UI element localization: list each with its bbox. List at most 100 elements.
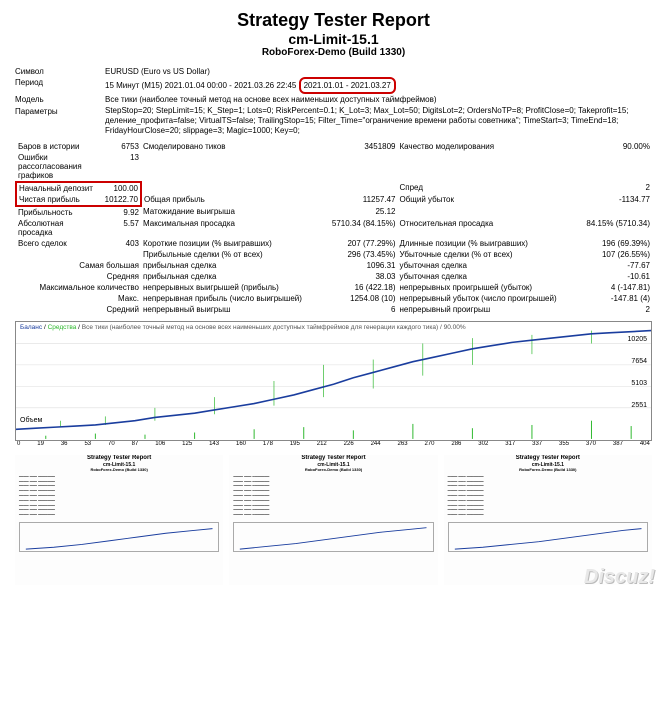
cell: Качество моделирования: [398, 141, 577, 152]
table-row: Баров в истории 6753 Смоделировано тиков…: [16, 141, 652, 152]
chart-svg: [16, 322, 651, 440]
cell: Баров в истории: [16, 141, 96, 152]
cell: 196 (69.39%): [577, 238, 652, 249]
table-row: Прибыльные сделки (% от всех) 296 (73.45…: [16, 249, 652, 260]
period-main: 15 Минут (M15) 2021.01.04 00:00 - 2021.0…: [105, 81, 296, 90]
table-row: Ошибки рассогласования графиков 13: [16, 152, 652, 182]
volume-label: Объем: [20, 417, 42, 424]
table-row: Средняя прибыльная сделка 38.03 убыточна…: [16, 271, 652, 282]
cell: 90.00%: [577, 141, 652, 152]
table-row: Чистая прибыль 10122.70 Общая прибыль 11…: [16, 194, 652, 206]
stats-table: Баров в истории 6753 Смоделировано тиков…: [15, 141, 652, 315]
cell: 84.15% (5710.34): [577, 218, 652, 238]
cell: 2: [577, 182, 652, 194]
thumb-chart: [448, 522, 648, 552]
cell: 6753: [96, 141, 141, 152]
cell: непрерывных проигрышей (убыток): [398, 282, 577, 293]
thumb-chart: [233, 522, 433, 552]
cell: Смоделировано тиков: [141, 141, 322, 152]
equity-line: [16, 330, 651, 429]
deposit-value-highlight: 100.00: [96, 182, 141, 194]
label-model: Модель: [15, 94, 105, 105]
row-period: Период 15 Минут (M15) 2021.01.04 00:00 -…: [15, 77, 652, 94]
cell: Короткие позиции (% выигравших): [141, 238, 322, 249]
thumb-title: Strategy Tester Report: [15, 455, 223, 462]
cell: 403: [96, 238, 141, 249]
report-page: Strategy Tester Report cm-Limit-15.1 Rob…: [0, 0, 667, 595]
thumbnail-report: Strategy Tester Report cm-Limit-15.1 Rob…: [229, 455, 437, 585]
equity-chart: Баланс / Средства / Баланс / Средства / …: [15, 321, 652, 441]
cell: непрерывных выигрышей (прибыль): [141, 282, 322, 293]
cell: Общая прибыль: [141, 194, 322, 206]
cell: 107 (26.55%): [577, 249, 652, 260]
page-title: Strategy Tester Report: [15, 10, 652, 31]
value-symbol: EURUSD (Euro vs US Dollar): [105, 66, 652, 77]
cell: убыточная сделка: [398, 271, 577, 282]
label-params: Параметры: [15, 106, 105, 137]
table-row: Прибыльность 9.92 Матожидание выигрыша 2…: [16, 206, 652, 218]
ylabel: 2551: [631, 402, 647, 409]
ylabel: 5103: [631, 380, 647, 387]
label-period: Период: [15, 77, 105, 94]
cell: 4 (-147.81): [577, 282, 652, 293]
cell: Средний: [16, 304, 141, 315]
cell: непрерывный выигрыш: [141, 304, 322, 315]
cell: Общий убыток: [398, 194, 577, 206]
cell: 9.92: [96, 206, 141, 218]
cell: прибыльная сделка: [141, 271, 322, 282]
profit-label-highlight: Чистая прибыль: [16, 194, 96, 206]
ylabel: 10205: [628, 336, 647, 343]
cell: Средняя: [16, 271, 141, 282]
row-symbol: Символ EURUSD (Euro vs US Dollar): [15, 66, 652, 77]
thumb-title: Strategy Tester Report: [444, 455, 652, 462]
thumb-body: ━━━━ ━━━ ━━━━━━━━━━━ ━━━ ━━━━━━━━━━━ ━━━…: [229, 473, 437, 520]
cell: 5710.34 (84.15%): [322, 218, 397, 238]
cell: Убыточные сделки (% от всех): [398, 249, 577, 260]
cell: 38.03: [322, 271, 397, 282]
cell: Максимальная просадка: [141, 218, 322, 238]
thumb-body: ━━━━ ━━━ ━━━━━━━━━━━ ━━━ ━━━━━━━━━━━ ━━━…: [15, 473, 223, 520]
cell: непрерывная прибыль (число выигрышей): [141, 293, 322, 304]
cell: 6: [322, 304, 397, 315]
cell: 11257.47: [322, 194, 397, 206]
deposit-label-highlight: Начальный депозит: [16, 182, 96, 194]
cell: 25.12: [322, 206, 397, 218]
cell: 3451809: [322, 141, 397, 152]
page-subsub: RoboForex-Demo (Build 1330): [15, 47, 652, 58]
page-subtitle: cm-Limit-15.1: [15, 31, 652, 47]
table-row: Всего сделок 403 Короткие позиции (% выи…: [16, 238, 652, 249]
cell: Абсолютная просадка: [16, 218, 96, 238]
cell: убыточная сделка: [398, 260, 577, 271]
row-params: Параметры StepStop=20; StepLimit=15; K_S…: [15, 106, 652, 137]
cell: Ошибки рассогласования графиков: [16, 152, 96, 182]
chart-legend: Баланс / Средства / Баланс / Средства / …: [20, 324, 466, 331]
cell: Прибыльность: [16, 206, 96, 218]
cell: 2: [577, 304, 652, 315]
label-symbol: Символ: [15, 66, 105, 77]
table-row: Абсолютная просадка 5.57 Максимальная пр…: [16, 218, 652, 238]
value-model: Все тики (наиболее точный метод на основ…: [105, 94, 652, 105]
cell: непрерывный проигрыш: [398, 304, 577, 315]
watermark: Discuz!: [584, 566, 655, 589]
thumb-chart: [19, 522, 219, 552]
table-row: Начальный депозит 100.00 Спред 2: [16, 182, 652, 194]
value-period: 15 Минут (M15) 2021.01.04 00:00 - 2021.0…: [105, 77, 652, 94]
row-model: Модель Все тики (наиболее точный метод н…: [15, 94, 652, 105]
profit-value-highlight: 10122.70: [96, 194, 141, 206]
value-params: StepStop=20; StepLimit=15; K_Step=1; Lot…: [105, 106, 652, 137]
cell: -1134.77: [577, 194, 652, 206]
thumb-body: ━━━━ ━━━ ━━━━━━━━━━━ ━━━ ━━━━━━━━━━━ ━━━…: [444, 473, 652, 520]
cell: Матожидание выигрыша: [141, 206, 322, 218]
cell: Всего сделок: [16, 238, 96, 249]
cell: Длинные позиции (% выигравших): [398, 238, 577, 249]
cell: -147.81 (4): [577, 293, 652, 304]
cell: Самая большая: [16, 260, 141, 271]
thumbnail-report: Strategy Tester Report cm-Limit-15.1 Rob…: [15, 455, 223, 585]
cell: непрерывный убыток (число проигрышей): [398, 293, 577, 304]
cell: -10.61: [577, 271, 652, 282]
cell: 1096.31: [322, 260, 397, 271]
table-row: Макс. непрерывная прибыль (число выигрыш…: [16, 293, 652, 304]
period-highlight-box: 2021.01.01 - 2021.03.27: [299, 77, 396, 94]
table-row: Средний непрерывный выигрыш 6 непрерывны…: [16, 304, 652, 315]
cell: Макс.: [16, 293, 141, 304]
